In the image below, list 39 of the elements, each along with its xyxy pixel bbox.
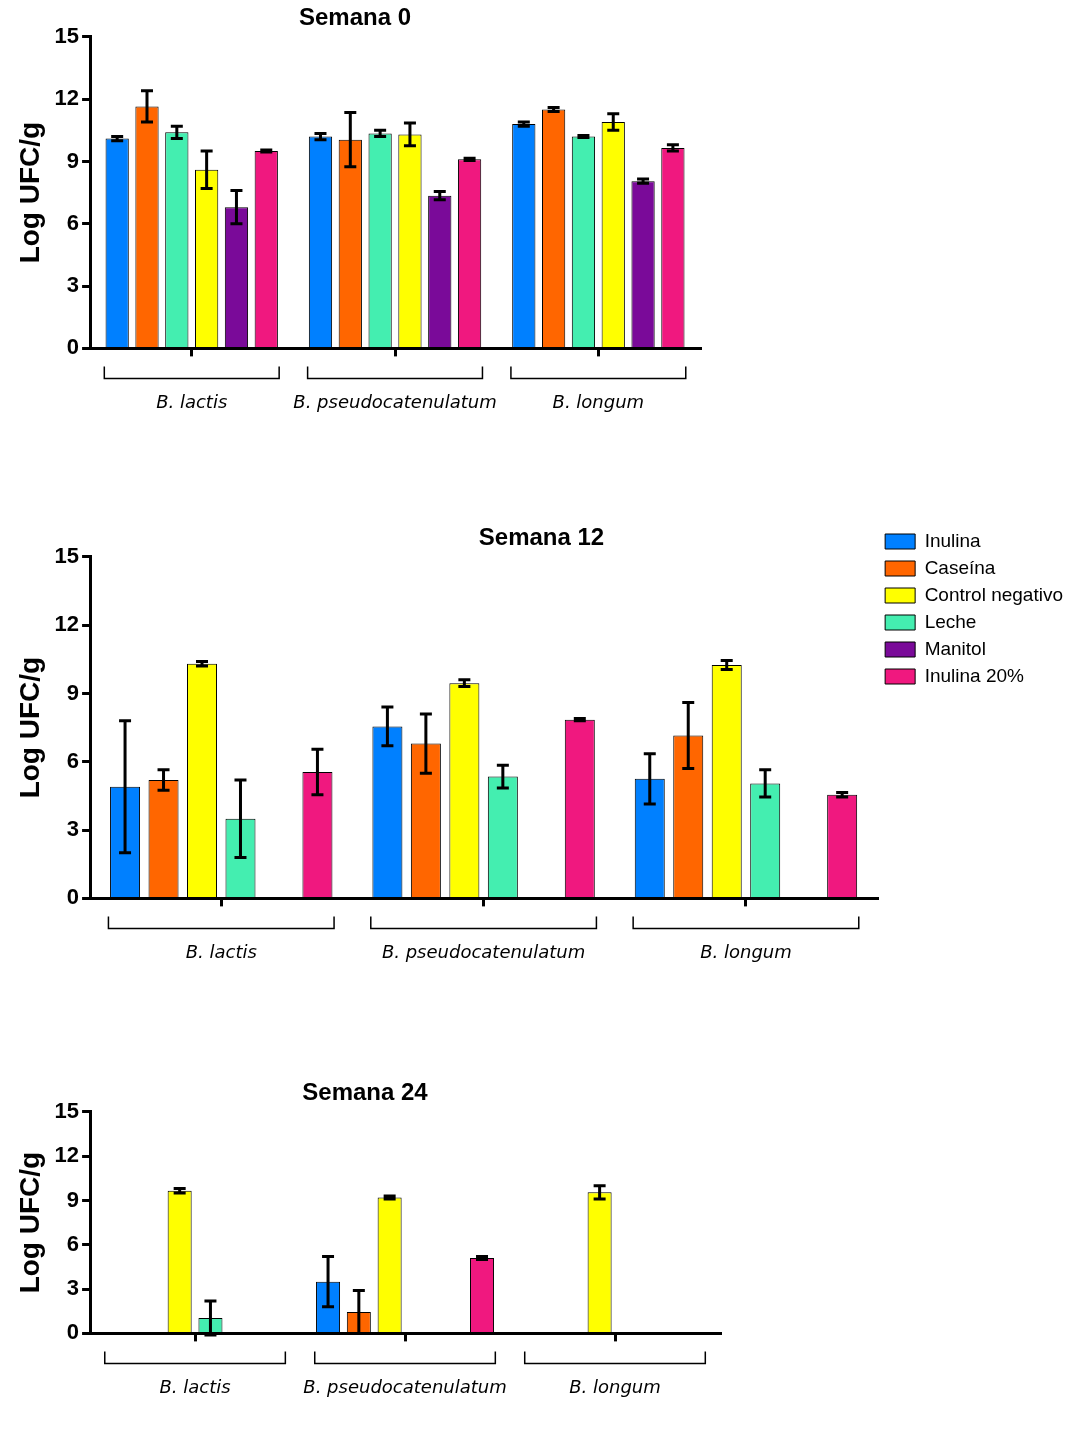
y-tick-label: 12 <box>54 85 80 111</box>
y-tick-label: 6 <box>66 209 80 235</box>
legend-label: Control negativo <box>924 583 1064 605</box>
y-tick-label: 9 <box>66 147 80 173</box>
x-tick-label: B. lactis <box>156 390 228 412</box>
y-axis-title: Log UFC/g <box>13 121 45 264</box>
y-tick-label: 12 <box>54 611 80 637</box>
y-tick-label: 6 <box>66 1230 80 1256</box>
legend-label: Manitol <box>924 637 986 659</box>
legend-label: Leche <box>924 610 977 632</box>
chart-title: Semana 0 <box>298 3 412 31</box>
chart-title: Semana 12 <box>478 523 605 551</box>
x-tick-label: B. longum <box>552 390 645 412</box>
y-tick-label: 3 <box>66 1275 80 1301</box>
y-tick-label: 0 <box>66 1319 80 1345</box>
y-tick-label: 0 <box>66 334 80 360</box>
x-tick-label: B. lactis <box>185 940 257 962</box>
y-tick-label: 12 <box>54 1142 80 1168</box>
x-tick-label: B. longum <box>700 940 792 962</box>
y-tick-label: 15 <box>54 542 80 568</box>
y-tick-label: 6 <box>66 747 80 773</box>
x-tick-label: B. pseudocatenulatum <box>303 1375 507 1397</box>
y-axis-title: Log UFC/g <box>13 656 45 799</box>
y-axis-title: Log UFC/g <box>13 1151 45 1294</box>
y-tick-label: 3 <box>66 816 80 842</box>
x-tick-label: B. pseudocatenulatum <box>381 940 586 962</box>
chart-title: Semana 24 <box>302 1078 429 1106</box>
y-tick-label: 9 <box>66 679 80 705</box>
x-tick-label: B. longum <box>569 1375 661 1397</box>
y-tick-label: 3 <box>66 272 80 298</box>
legend-label: Inulina 20% <box>924 664 1025 686</box>
y-tick-label: 9 <box>66 1186 80 1212</box>
x-tick-label: B. lactis <box>159 1375 231 1397</box>
y-tick-label: 15 <box>54 1097 80 1123</box>
legend-label: Caseína <box>924 556 996 578</box>
legend-label: Inulina <box>924 529 982 551</box>
y-tick-label: 15 <box>54 22 80 48</box>
y-tick-label: 0 <box>66 884 80 910</box>
x-tick-label: B. pseudocatenulatum <box>293 390 497 412</box>
